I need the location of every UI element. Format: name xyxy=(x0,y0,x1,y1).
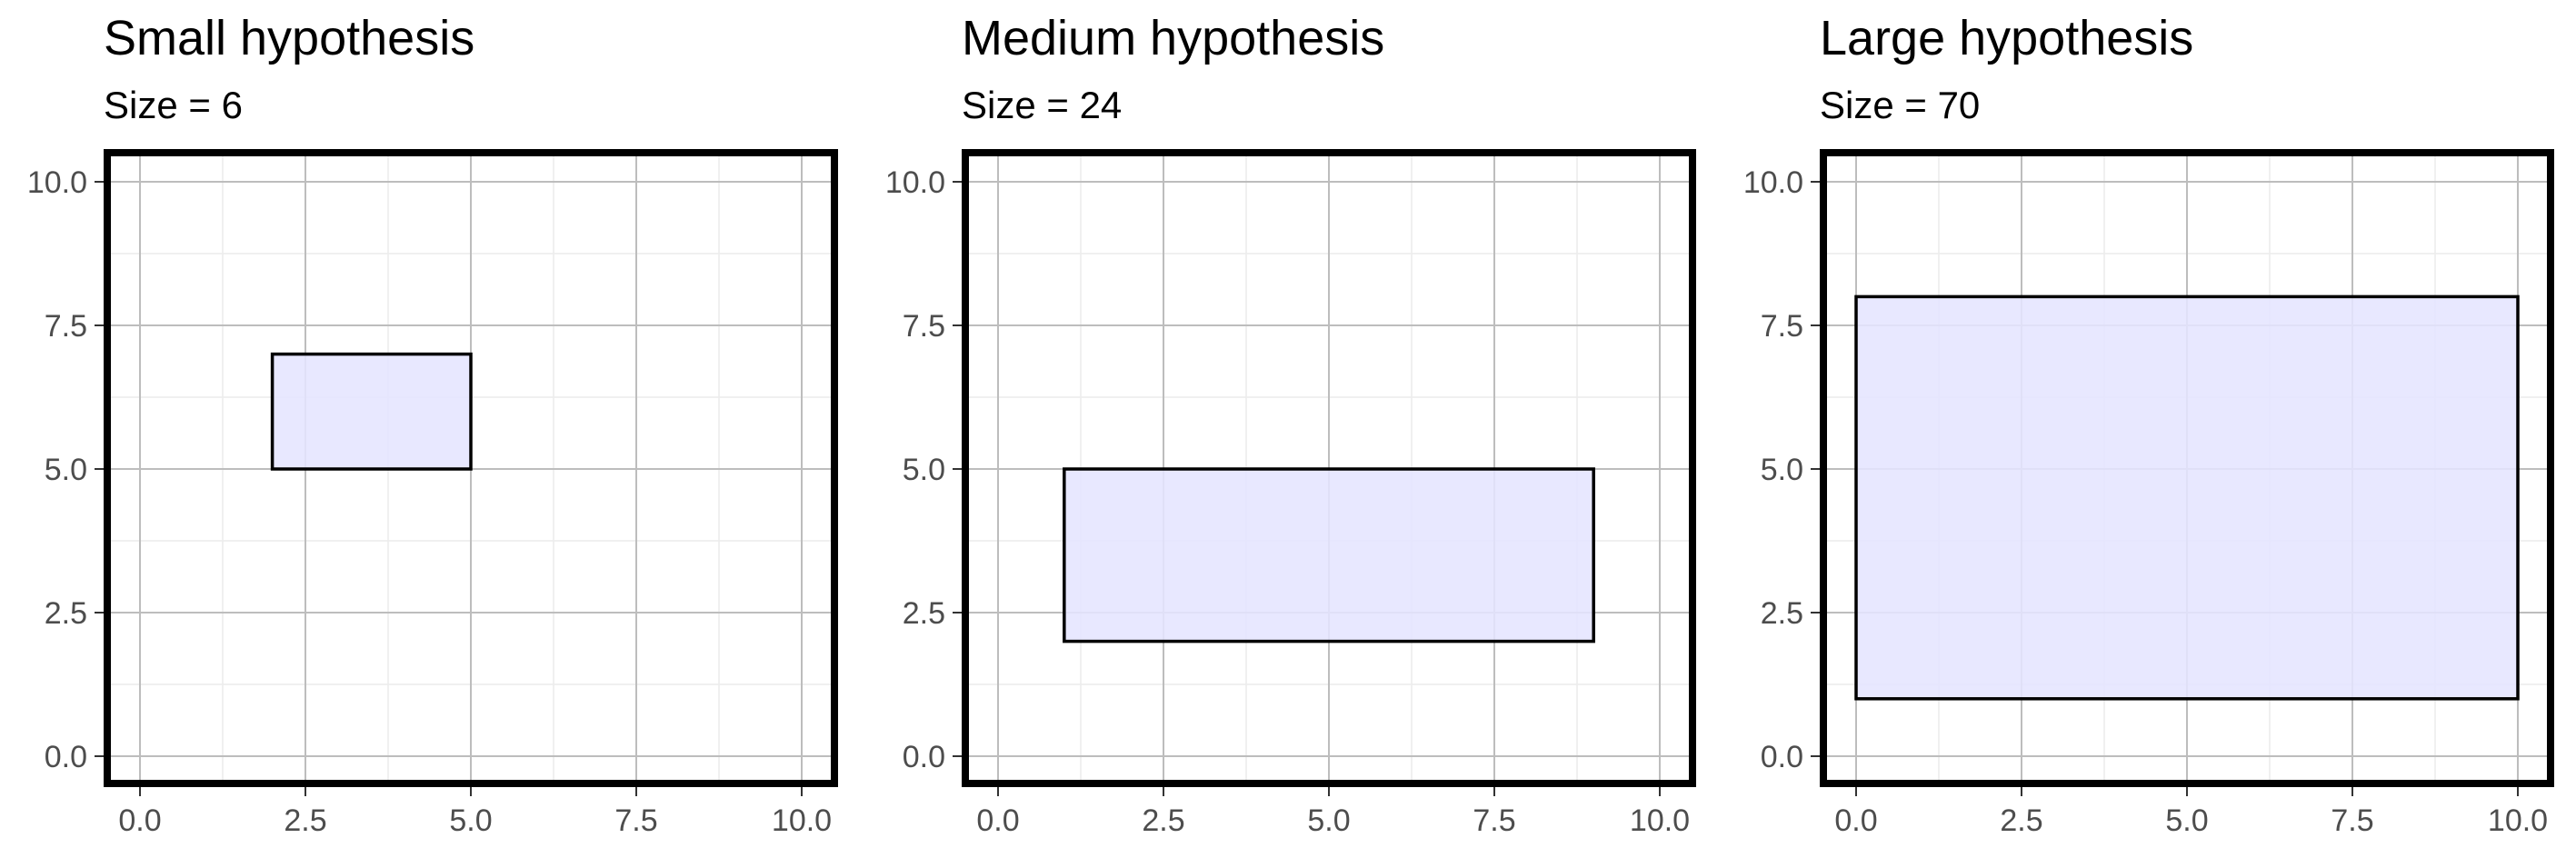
y-tick-label: 0.0 xyxy=(45,740,87,774)
panel-border xyxy=(1820,149,2554,787)
panel-border xyxy=(962,149,1696,787)
x-tick-label: 5.0 xyxy=(1307,803,1350,838)
y-tick-label: 7.5 xyxy=(1761,309,1803,344)
x-tick-label: 5.0 xyxy=(2165,803,2208,838)
y-tick-label: 2.5 xyxy=(45,596,87,631)
x-tick-label: 5.0 xyxy=(449,803,492,838)
chart-title: Large hypothesis xyxy=(1820,11,2193,65)
y-tick-label: 7.5 xyxy=(903,309,945,344)
x-tick-label: 7.5 xyxy=(1473,803,1515,838)
y-tick-label: 10.0 xyxy=(27,165,87,200)
x-tick-label: 0.0 xyxy=(976,803,1019,838)
x-tick-label: 2.5 xyxy=(1142,803,1184,838)
x-tick-label: 10.0 xyxy=(1630,803,1690,838)
x-tick-label: 2.5 xyxy=(284,803,326,838)
y-tick-label: 5.0 xyxy=(45,453,87,487)
hypothesis-rect xyxy=(270,352,473,471)
hypothesis-rect xyxy=(1063,467,1595,644)
x-tick-label: 0.0 xyxy=(1834,803,1877,838)
y-tick-label: 10.0 xyxy=(1743,165,1803,200)
chart-subtitle: Size = 6 xyxy=(104,84,243,126)
y-tick-label: 2.5 xyxy=(903,596,945,631)
y-tick-label: 0.0 xyxy=(1761,740,1803,774)
y-tick-label: 2.5 xyxy=(1761,596,1803,631)
hypothesis-rect xyxy=(1854,294,2520,701)
chart-subtitle: Size = 24 xyxy=(962,84,1122,126)
x-tick-label: 7.5 xyxy=(2331,803,2373,838)
chart-title: Small hypothesis xyxy=(104,11,474,65)
chart-title: Medium hypothesis xyxy=(962,11,1384,65)
x-tick-label: 10.0 xyxy=(2488,803,2548,838)
y-tick-label: 5.0 xyxy=(1761,453,1803,487)
chart-subtitle: Size = 70 xyxy=(1820,84,1980,126)
y-tick-label: 7.5 xyxy=(45,309,87,344)
x-tick-label: 2.5 xyxy=(2000,803,2042,838)
y-tick-label: 10.0 xyxy=(885,165,945,200)
y-tick-label: 0.0 xyxy=(903,740,945,774)
x-tick-label: 7.5 xyxy=(614,803,657,838)
x-tick-label: 10.0 xyxy=(772,803,832,838)
panel-border xyxy=(104,149,838,787)
x-tick-label: 0.0 xyxy=(118,803,161,838)
y-tick-label: 5.0 xyxy=(903,453,945,487)
